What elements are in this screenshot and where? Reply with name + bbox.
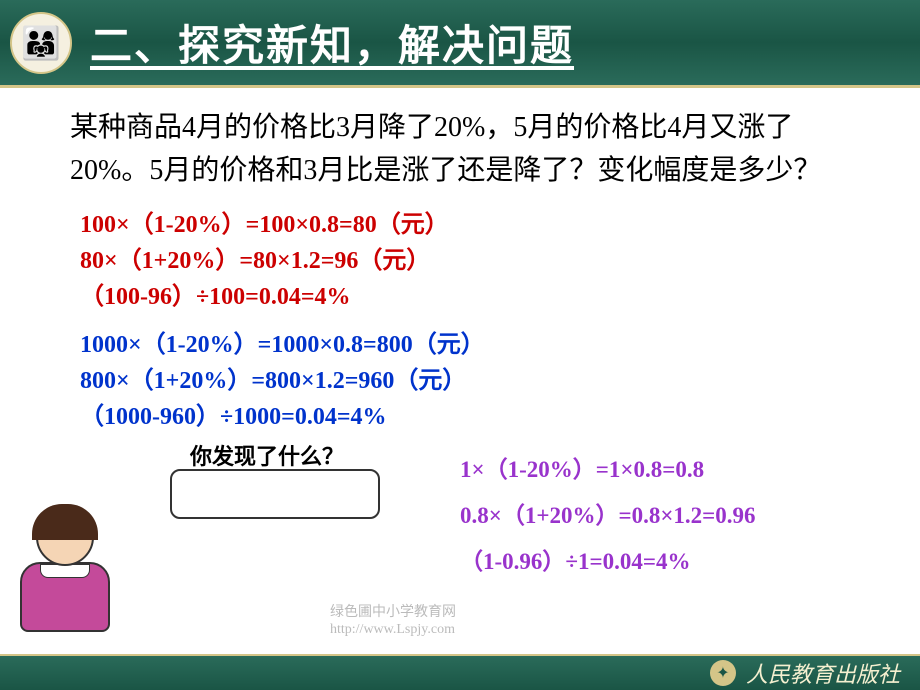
calculation-purple: 1×（1-20%）=1×0.8=0.8 0.8×（1+20%）=0.8×1.2=… — [450, 447, 850, 585]
teacher-body — [20, 562, 110, 632]
family-icon: 👨‍👩‍👧 — [21, 24, 61, 62]
teacher-hair — [32, 504, 98, 540]
calc-red-line2: 80×（1+20%）=80×1.2=96（元） — [80, 243, 850, 279]
calculation-red: 100×（1-20%）=100×0.8=80（元） 80×（1+20%）=80×… — [70, 207, 850, 315]
teacher-character — [0, 508, 130, 658]
calculation-blue: 1000×（1-20%）=1000×0.8=800（元） 800×（1+20%）… — [70, 327, 850, 435]
discover-left: 你发现了什么？ — [70, 447, 450, 471]
calc-purple-line2: 0.8×（1+20%）=0.8×1.2=0.96 — [460, 493, 850, 539]
teacher-head — [36, 508, 94, 566]
slide-header: 👨‍👩‍👧 二、探究新知，解决问题 — [0, 0, 920, 88]
discover-question: 你发现了什么？ — [190, 439, 450, 471]
slide-content: 某种商品4月的价格比3月降了20%，5月的价格比4月又涨了20%。5月的价格和3… — [0, 88, 920, 585]
calc-purple-line1: 1×（1-20%）=1×0.8=0.8 — [460, 447, 850, 493]
header-icon: 👨‍👩‍👧 — [10, 12, 72, 74]
slide-title: 二、探究新知，解决问题 — [90, 12, 574, 73]
watermark-line1: 绿色圃中小学教育网 — [330, 605, 456, 622]
calc-red-line3: （100-96）÷100=0.04=4% — [80, 279, 850, 315]
discover-row: 你发现了什么？ 1×（1-20%）=1×0.8=0.8 0.8×（1+20%）=… — [70, 447, 850, 585]
calc-blue-line1: 1000×（1-20%）=1000×0.8=800（元） — [80, 327, 850, 363]
watermark: 绿色圃中小学教育网 http://www.Lspjy.com — [330, 605, 456, 639]
calc-purple-line3: （1-0.96）÷1=0.04=4% — [460, 539, 850, 585]
calc-red-line1: 100×（1-20%）=100×0.8=80（元） — [80, 207, 850, 243]
teacher-collar — [40, 564, 90, 578]
publisher-icon: ✦ — [710, 660, 736, 686]
slide-footer: ✦ 人民教育出版社 — [0, 654, 920, 690]
speech-bubble — [170, 469, 380, 519]
calc-blue-line3: （1000-960）÷1000=0.04=4% — [80, 399, 850, 435]
problem-statement: 某种商品4月的价格比3月降了20%，5月的价格比4月又涨了20%。5月的价格和3… — [70, 106, 850, 193]
publisher-name: 人民教育出版社 — [746, 657, 900, 689]
calc-blue-line2: 800×（1+20%）=800×1.2=960（元） — [80, 363, 850, 399]
watermark-line2: http://www.Lspjy.com — [330, 622, 456, 639]
